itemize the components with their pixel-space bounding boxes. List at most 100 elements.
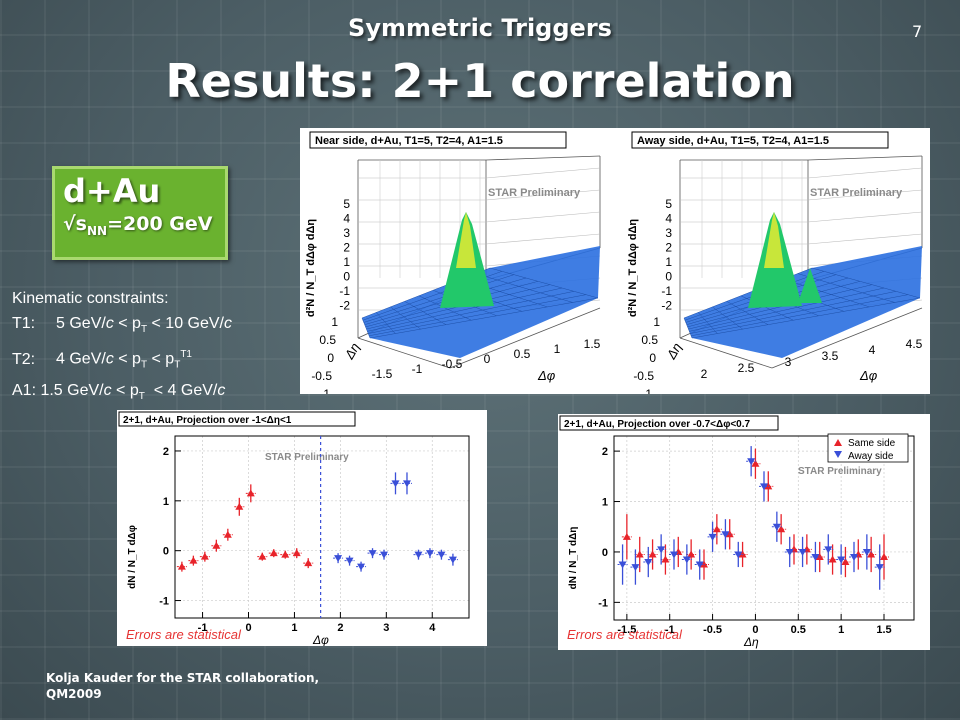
same-side-point xyxy=(867,550,876,558)
errors-note-2: Errors are statistical xyxy=(567,627,682,642)
away-side-point xyxy=(760,483,768,491)
surface-mesh-line xyxy=(726,301,769,325)
surface-z-tick: 5 xyxy=(665,197,672,211)
footer-credit: Kolja Kauder for the STAR collaboration,… xyxy=(46,671,320,701)
surface-z-tick: 2 xyxy=(343,241,350,255)
y-axis-label: dN / N_T dΔφ xyxy=(127,525,138,589)
surface-title-box xyxy=(309,131,567,149)
surface-peak-top xyxy=(764,212,784,268)
surface-mesh-line xyxy=(691,297,921,339)
away-side-point xyxy=(657,546,666,554)
surface-watermark: STAR Preliminary xyxy=(810,187,903,199)
surface-x-tick: 1 xyxy=(554,342,561,356)
x-tick-label: -1.5 xyxy=(617,624,636,636)
surface-mesh-line xyxy=(740,295,794,321)
chart-title: 2+1, d+Au, Projection over -0.7<Δφ<0.7 xyxy=(564,419,751,430)
y-tick-label: -1 xyxy=(598,597,608,609)
surface-mesh-line xyxy=(698,312,718,334)
same-side-point xyxy=(828,555,837,563)
same-side-point xyxy=(189,556,198,564)
same-side-point xyxy=(712,525,721,533)
surface-peak-top xyxy=(456,212,476,268)
away-side-point xyxy=(437,551,446,559)
surface-z-tick: 1 xyxy=(665,255,672,269)
away-side-point xyxy=(811,553,820,561)
away-side-point xyxy=(734,551,743,559)
chart-title: 2+1, d+Au, Projection over -1<Δη<1 xyxy=(123,415,292,426)
y-tick-label: 2 xyxy=(163,446,169,458)
surface-y-tick: -0.5 xyxy=(311,369,332,383)
legend-away-marker xyxy=(834,451,842,458)
away-side-point xyxy=(670,551,678,559)
surface-x-tick: 2.5 xyxy=(738,361,755,375)
collision-label: d+Au xyxy=(63,172,161,210)
surface-x-tick: 4.5 xyxy=(906,337,923,351)
chart-watermark: STAR Preliminary xyxy=(265,452,349,463)
surface-mesh-line xyxy=(418,295,472,321)
x-tick-label: 1 xyxy=(838,624,844,636)
surface-z-tick: 3 xyxy=(343,226,350,240)
away-side-point xyxy=(824,546,833,554)
away-side-point xyxy=(772,523,781,531)
chart-watermark: STAR Preliminary xyxy=(798,466,882,477)
kinematic-heading: Kinematic constraints: xyxy=(12,290,169,307)
surface-y-tick: -1 xyxy=(319,387,330,394)
energy-label: √sNN=200 GeV xyxy=(63,213,213,238)
surface-mesh-line xyxy=(367,287,563,332)
x-axis-label: Δη xyxy=(743,635,759,649)
surface-box-edge xyxy=(357,337,451,369)
x-tick-label: 4 xyxy=(429,622,436,634)
plot-frame xyxy=(174,435,470,619)
slide-subtitle: Symmetric Triggers xyxy=(348,14,612,42)
surface-x-tick: 4 xyxy=(869,343,876,357)
x-tick-label: 1 xyxy=(291,622,297,634)
surface-grid-line xyxy=(485,211,601,223)
away-side-point xyxy=(334,555,343,563)
same-side-point xyxy=(200,552,209,560)
away-side-point xyxy=(644,559,653,567)
surface-x-label: Δφ xyxy=(859,368,878,383)
surface-x-label: Δφ xyxy=(537,368,556,383)
projection-dphi-chart: 2+1, d+Au, Projection over -1<Δη<1 -1 0 1 2 3… xyxy=(118,411,470,647)
surface-mesh-line xyxy=(691,294,909,337)
surface-z-tick: 1 xyxy=(343,255,350,269)
surface-grid-line xyxy=(807,189,923,201)
surface-z-tick: 4 xyxy=(343,212,350,226)
surface-x-tick: 0 xyxy=(484,352,491,366)
surface-mesh-line xyxy=(689,287,885,332)
away-side-point xyxy=(425,550,434,558)
surface-y-tick: 0.5 xyxy=(641,333,658,347)
surface-z-tick: -2 xyxy=(339,299,350,313)
x-tick-label: -0.5 xyxy=(703,624,722,636)
surface-z-label: d²N / N_T dΔφ dΔη xyxy=(305,219,317,318)
legend-box xyxy=(827,433,909,463)
surface-z-tick: 2 xyxy=(665,241,672,255)
constraint-t1: T1: 5 GeV/c < pT < 10 GeV/c xyxy=(12,315,232,336)
surface-z-tick: 3 xyxy=(665,226,672,240)
surface-z-label: d²N / N_T dΔφ dΔη xyxy=(627,219,639,318)
surface-x-tick: 2 xyxy=(701,367,708,381)
same-side-point xyxy=(235,502,244,510)
x-tick-label: 3 xyxy=(383,622,389,634)
same-side-point xyxy=(223,530,232,538)
away-side-point xyxy=(618,561,627,569)
same-side-point xyxy=(635,550,644,558)
away-side-point xyxy=(875,564,884,572)
surface-y-label: Δη xyxy=(341,340,362,362)
same-side-point xyxy=(648,550,657,558)
x-axis-label: Δφ xyxy=(312,633,329,646)
surface-mesh-line xyxy=(690,291,897,334)
surface-mesh-line xyxy=(369,297,599,339)
surface-mesh-line xyxy=(361,317,371,339)
surface-x-tick: 1.5 xyxy=(584,337,601,351)
surface-grid-line xyxy=(485,189,601,201)
same-side-point xyxy=(269,549,278,557)
surface-y-tick: 1 xyxy=(653,315,660,329)
away-side-point xyxy=(414,551,423,559)
surface-mesh-line xyxy=(390,306,421,330)
errors-note-1: Errors are statistical xyxy=(126,627,241,642)
same-side-point xyxy=(777,525,786,533)
surface-x-tick: -1.5 xyxy=(372,367,393,381)
surface-mesh-line xyxy=(811,267,921,299)
same-side-point xyxy=(212,541,221,549)
